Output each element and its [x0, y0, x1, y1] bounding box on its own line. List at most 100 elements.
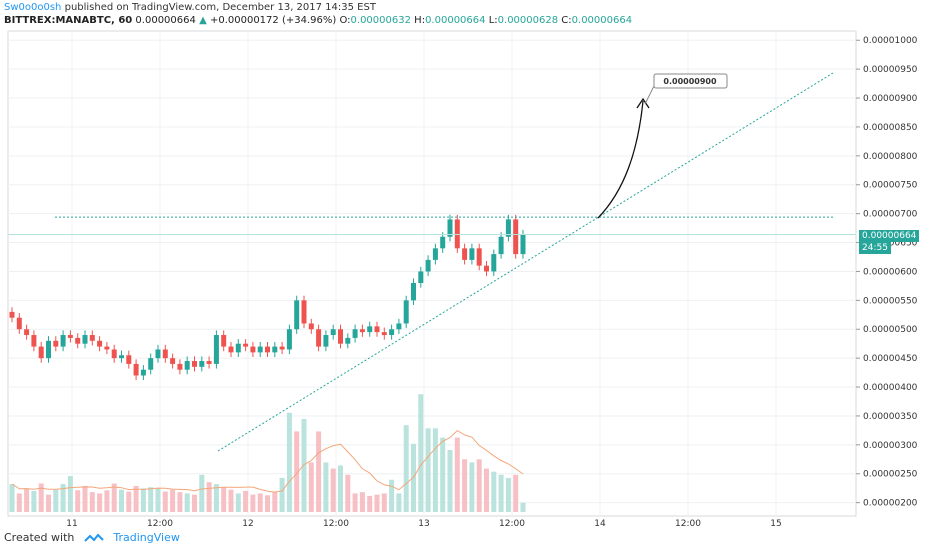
candle: [381, 332, 387, 336]
volume-bar: [476, 459, 482, 512]
candle: [265, 346, 270, 353]
y-tick-label: 0.00000400: [863, 383, 918, 393]
candle: [75, 337, 81, 344]
volume-bar: [425, 428, 431, 512]
author-link[interactable]: Sw0o0o0sh: [4, 2, 62, 13]
volume-bar: [184, 493, 190, 512]
symbol-label[interactable]: BITTREX:MANABTC, 60: [4, 15, 133, 26]
candle: [184, 361, 190, 370]
volume-bar: [162, 491, 168, 512]
candle: [476, 248, 482, 266]
volume-bar: [367, 495, 373, 512]
publish-info: Sw0o0o0sh published on TradingView.com, …: [4, 2, 376, 13]
volume-bar: [447, 450, 453, 512]
close-value: 0.00000664: [571, 15, 633, 26]
open-label: O:: [339, 15, 351, 26]
volume-bar: [301, 419, 307, 512]
candle: [53, 340, 59, 347]
candle: [133, 363, 139, 376]
volume-bar: [272, 492, 278, 512]
candle: [31, 335, 37, 347]
volume-bar: [199, 474, 205, 512]
volume-ma-line: [11, 429, 524, 493]
candle: [491, 254, 497, 272]
volume-bar: [170, 489, 176, 512]
candle: [462, 248, 468, 260]
candle: [323, 335, 329, 347]
candle: [82, 335, 88, 344]
candle: [345, 337, 351, 344]
volume-bar: [148, 487, 154, 512]
trend-line: [217, 72, 834, 452]
volume-bar: [440, 437, 446, 512]
volume-bar: [454, 437, 460, 512]
volume-bar: [418, 394, 424, 512]
candle: [469, 248, 475, 260]
candle: [162, 349, 168, 359]
volume-bar: [330, 468, 336, 512]
x-tick-label: 12:00: [675, 519, 701, 529]
candle: [60, 335, 66, 347]
volume-bar: [177, 492, 183, 512]
candle: [272, 346, 278, 353]
callout-label: 0.00000900: [663, 77, 717, 86]
volume-bar: [133, 485, 139, 512]
volume-bar: [279, 477, 285, 512]
candle: [199, 361, 205, 367]
candle: [250, 346, 256, 353]
tradingview-brand[interactable]: TradingView: [113, 531, 180, 544]
publish-text: published on TradingView.com, December 1…: [64, 2, 376, 13]
volume-bar: [97, 493, 103, 512]
volume-bar: [403, 425, 409, 512]
y-tick-label: 0.00000500: [863, 325, 918, 335]
volume-bar: [352, 493, 358, 512]
volume-bar: [491, 471, 497, 512]
low-value: 0.00000628: [497, 15, 559, 26]
x-tick-label: 12:00: [499, 519, 525, 529]
volume-bar: [389, 479, 395, 512]
candle: [403, 300, 409, 324]
volume-bar: [396, 493, 402, 512]
volume-bar: [432, 428, 438, 512]
close-label: C:: [561, 15, 572, 26]
volume-bar: [104, 490, 110, 512]
y-tick-label: 0.00000950: [863, 65, 918, 75]
candle: [359, 329, 365, 333]
candle: [221, 335, 227, 347]
volume-bar: [520, 502, 526, 512]
y-tick-label: 0.00000700: [863, 210, 918, 220]
volume-bar: [192, 494, 197, 512]
candle: [140, 369, 146, 376]
y-tick-label: 0.00000800: [863, 152, 918, 162]
volume-bar: [462, 459, 468, 512]
high-value: 0.00000664: [425, 15, 486, 26]
volume-bar: [257, 493, 263, 512]
volume-bar: [228, 489, 234, 512]
volume-bar: [308, 462, 314, 512]
volume-bar: [9, 484, 15, 512]
volume-bar: [381, 493, 387, 512]
volume-bar: [53, 489, 59, 512]
candle: [389, 329, 395, 336]
candle: [46, 340, 51, 359]
candle: [484, 265, 489, 272]
symbol-bar: BITTREX:MANABTC, 60 0.00000664 ▲ +0.0000…: [4, 15, 632, 26]
candle: [301, 300, 307, 324]
plot-frame: [7, 30, 857, 517]
volume-bar: [16, 493, 22, 512]
x-tick-label: 11: [66, 519, 77, 529]
volume-bar: [221, 487, 227, 512]
volume-bar: [235, 493, 241, 512]
candle: [243, 343, 249, 347]
candle: [126, 355, 132, 364]
y-tick-label: 0.00000900: [863, 94, 918, 104]
change-value: +0.00000172 (+34.96%): [209, 15, 337, 26]
volume-bar: [243, 490, 249, 512]
callout-box: [653, 73, 728, 89]
volume-bar: [206, 482, 212, 512]
y-tick-label: 0.00000300: [863, 441, 918, 451]
y-tick-label: 0.00000450: [863, 354, 918, 364]
y-tick-label: 0.00000200: [863, 499, 918, 509]
candle: [24, 329, 30, 336]
